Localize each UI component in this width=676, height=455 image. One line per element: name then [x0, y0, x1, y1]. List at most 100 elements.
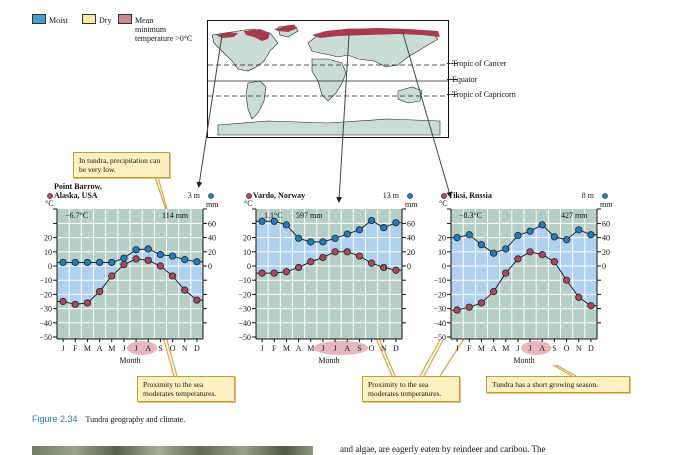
svg-text:J: J	[529, 344, 532, 353]
svg-text:N: N	[182, 344, 188, 353]
svg-text:−50: −50	[238, 333, 251, 342]
callout-sea-moderates-2: Proximity to the sea moderates temperatu…	[362, 376, 460, 402]
legend-mean-min-line3: temperature >0°C	[135, 34, 193, 43]
svg-text:J: J	[321, 344, 324, 353]
svg-text:mm: mm	[405, 200, 418, 209]
svg-text:40: 40	[602, 234, 610, 243]
svg-text:D: D	[393, 344, 399, 353]
legend-dry: Dry	[82, 14, 111, 25]
body-text: and algae, are eagerly eaten by reindeer…	[340, 444, 546, 454]
svg-text:0: 0	[602, 262, 606, 271]
svg-text:N: N	[381, 344, 387, 353]
svg-text:40: 40	[407, 234, 415, 243]
svg-text:40: 40	[208, 234, 216, 243]
svg-text:J: J	[122, 344, 125, 353]
svg-text:20: 20	[407, 248, 415, 257]
dry-swatch-icon	[82, 14, 96, 24]
svg-text:0: 0	[247, 262, 251, 271]
svg-text:Vardo, Norway: Vardo, Norway	[253, 191, 305, 200]
svg-text:S: S	[552, 344, 556, 353]
svg-text:Point Barrow,: Point Barrow,	[54, 182, 102, 191]
svg-text:J: J	[261, 344, 264, 353]
svg-text:Tiksi, Russia: Tiksi, Russia	[448, 191, 492, 200]
svg-text:−6.7°C: −6.7°C	[65, 211, 88, 220]
svg-text:J: J	[135, 344, 138, 353]
svg-text:60: 60	[407, 219, 415, 228]
tropic-of-capricorn-label: Tropic of Capricorn	[452, 90, 516, 99]
svg-text:10: 10	[438, 248, 446, 257]
svg-text:−30: −30	[238, 305, 251, 314]
svg-text:3 m: 3 m	[188, 191, 201, 200]
svg-text:427 mm: 427 mm	[561, 211, 588, 220]
svg-text:−10: −10	[433, 276, 446, 285]
callout-low-precipitation: In tundra, precipitation can be very low…	[73, 152, 170, 178]
figure-caption-text: Tundra geography and climate.	[85, 415, 186, 424]
svg-text:Month: Month	[318, 356, 339, 365]
svg-text:−30: −30	[433, 305, 446, 314]
svg-text:60: 60	[602, 219, 610, 228]
svg-text:114 mm: 114 mm	[162, 211, 189, 220]
legend-moist: Moist	[32, 14, 68, 25]
svg-text:J: J	[62, 344, 65, 353]
svg-text:Month: Month	[119, 356, 140, 365]
moist-swatch-icon	[32, 14, 46, 24]
svg-text:−10: −10	[238, 276, 251, 285]
svg-text:−40: −40	[39, 319, 52, 328]
svg-text:S: S	[357, 344, 361, 353]
svg-text:13 m: 13 m	[383, 191, 400, 200]
svg-text:0: 0	[208, 262, 212, 271]
svg-text:M: M	[108, 344, 115, 353]
svg-text:N: N	[576, 344, 582, 353]
svg-text:10: 10	[243, 248, 251, 257]
svg-text:S: S	[158, 344, 162, 353]
svg-text:F: F	[73, 344, 78, 353]
svg-text:D: D	[194, 344, 200, 353]
svg-text:−40: −40	[238, 319, 251, 328]
legend-moist-label: Moist	[49, 16, 68, 25]
tundra-photo	[32, 446, 313, 455]
svg-text:10: 10	[44, 248, 52, 257]
svg-text:60: 60	[208, 219, 216, 228]
svg-text:A: A	[491, 344, 497, 353]
callout-sea-moderates-1: Proximity to the sea moderates temperatu…	[137, 376, 235, 402]
tropic-of-cancer-label: Tropic of Cancer	[452, 59, 507, 68]
legend-mean-min-line1: Mean	[135, 16, 154, 25]
svg-text:D: D	[588, 344, 594, 353]
equator-extension	[447, 79, 457, 80]
svg-text:−20: −20	[238, 290, 251, 299]
svg-text:−20: −20	[39, 290, 52, 299]
equator-label: Equator	[452, 75, 478, 84]
tropic-cancer-extension	[447, 63, 457, 64]
world-map	[207, 20, 449, 138]
svg-text:mm: mm	[206, 200, 219, 209]
svg-text:A: A	[344, 344, 350, 353]
svg-text:M: M	[283, 344, 290, 353]
svg-text:A: A	[145, 344, 151, 353]
svg-text:F: F	[272, 344, 277, 353]
world-map-graphic	[208, 24, 448, 136]
callout-short-growing-season: Tundra has a short growing season.	[486, 376, 630, 393]
svg-text:8 m: 8 m	[582, 191, 595, 200]
svg-text:1.1°C: 1.1°C	[264, 211, 283, 220]
svg-text:M: M	[478, 344, 485, 353]
legend-mean-min-line2: minimum	[135, 25, 167, 34]
svg-text:F: F	[467, 344, 472, 353]
svg-text:20: 20	[44, 234, 52, 243]
svg-text:A: A	[296, 344, 302, 353]
legend-dry-label: Dry	[99, 16, 112, 25]
svg-text:J: J	[334, 344, 337, 353]
svg-text:O: O	[170, 344, 176, 353]
svg-text:O: O	[564, 344, 570, 353]
svg-text:−50: −50	[433, 333, 446, 342]
svg-text:0: 0	[407, 262, 411, 271]
svg-text:J: J	[456, 344, 459, 353]
svg-text:597 mm: 597 mm	[296, 211, 323, 220]
svg-text:A: A	[539, 344, 545, 353]
svg-text:0: 0	[48, 262, 52, 271]
svg-text:°C: °C	[244, 199, 253, 208]
svg-text:Month: Month	[513, 356, 534, 365]
svg-text:−10: −10	[39, 276, 52, 285]
svg-text:°C: °C	[439, 199, 448, 208]
svg-text:−40: −40	[433, 319, 446, 328]
